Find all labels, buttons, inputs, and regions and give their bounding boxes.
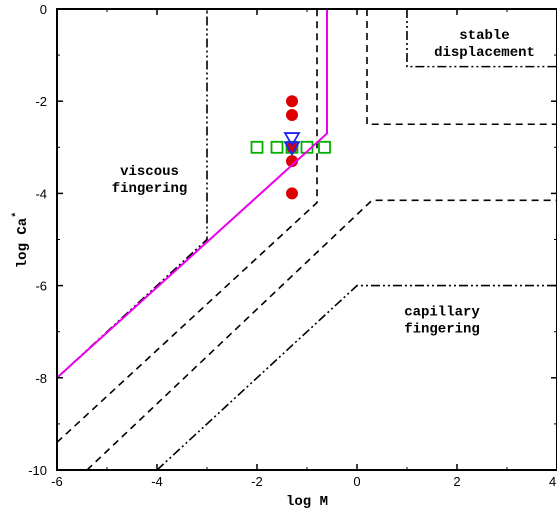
y-tick-label-4: -6	[35, 279, 47, 294]
data-point-circle-1	[286, 95, 298, 108]
data-point-circle-5	[286, 187, 298, 200]
y-axis-label-group: log Ca*	[11, 212, 31, 268]
boundary-lines-layer	[56, 9, 557, 471]
region-label-line: capillary	[404, 305, 480, 321]
x-tick-label-5: 2	[453, 474, 460, 489]
boundary-line-3	[406, 9, 557, 68]
y-tick-label-3: -4	[35, 186, 47, 201]
region-label-line: viscous	[120, 164, 179, 180]
y-tick-label-1: 0	[40, 2, 47, 17]
region-label-line: displacement	[434, 45, 535, 61]
boundary-line-6	[366, 9, 557, 126]
svg-text:log Ca*: log Ca*	[11, 212, 31, 268]
boundary-line-4	[56, 9, 318, 443]
series-layer	[56, 8, 331, 379]
data-point-circle-2	[286, 109, 298, 122]
plot-frame	[56, 8, 557, 471]
region-label-line: stable	[459, 28, 509, 44]
region-label-line: fingering	[404, 322, 480, 338]
axes-layer	[56, 8, 557, 471]
capillary-fingering-label: capillary fingering	[404, 305, 480, 338]
x-tick-label-2: -4	[151, 474, 163, 489]
x-tick-label-1: -6	[51, 474, 63, 489]
data-point-triangle-down-1	[283, 132, 301, 147]
boundary-line-5	[86, 199, 557, 471]
x-tick-label-6: 4	[549, 474, 556, 489]
data-point-square-5	[318, 140, 331, 154]
viscous-fingering-label: viscous fingering	[112, 164, 188, 197]
y-axis-label: log Ca	[15, 217, 31, 268]
y-axis-label-superscript: *	[11, 212, 23, 218]
data-point-square-1	[250, 140, 264, 154]
data-point-triangle-down-2	[283, 141, 301, 157]
data-point-square-2	[270, 140, 284, 154]
region-label-line: fingering	[112, 181, 188, 197]
y-tick-label-6: -10	[28, 463, 47, 478]
x-axis-label: log M	[286, 494, 328, 510]
x-tick-label-4: 0	[353, 474, 360, 489]
y-tick-label-5: -8	[35, 371, 47, 386]
stable-displacement-label: stable displacement	[434, 28, 535, 61]
tick-labels-layer: -6 -4 -2 0 2 4 0 -2 -4 -6 -8 -10	[28, 2, 556, 489]
boundary-line-2	[156, 284, 557, 471]
x-tick-label-3: -2	[251, 474, 263, 489]
y-tick-label-2: -2	[35, 94, 47, 109]
